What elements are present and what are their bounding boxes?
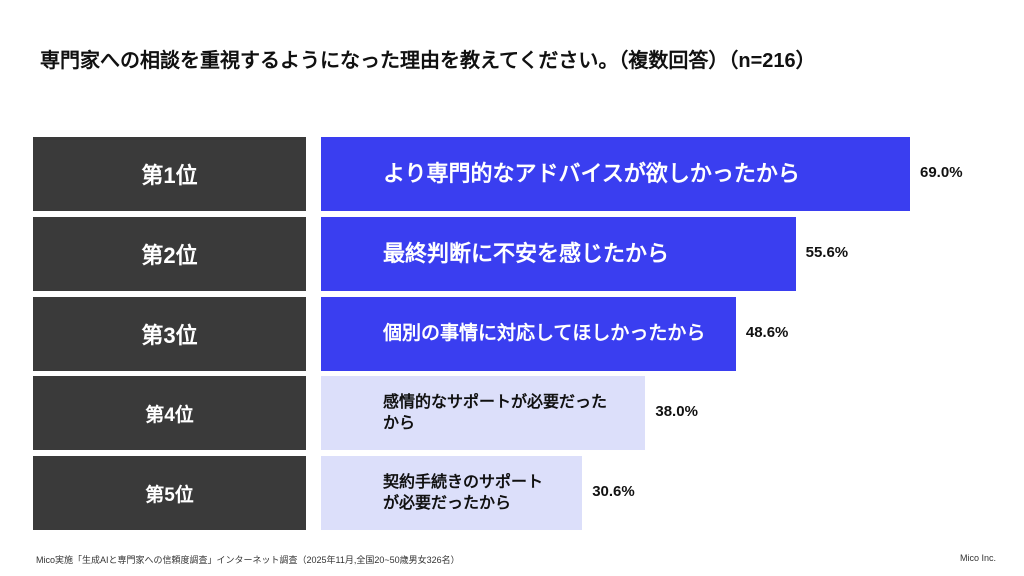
value-label: 38.0% [655,403,698,421]
value-label: 30.6% [592,483,635,501]
rank-label: 第3位 [33,296,306,371]
rank-label: 第5位 [33,456,306,531]
bar-label: より専門的なアドバイスが欲しかったから [383,161,800,187]
bar [321,137,910,211]
bar-label: 最終判断に不安を感じたから [383,240,670,266]
rank-label: 第1位 [33,137,306,211]
source-note: Mico実施「生成AIと専門家への信頼度調査」インターネット調査（2025年11… [36,555,460,565]
value-label: 69.0% [920,164,963,181]
bar [321,376,646,451]
chart-title: 専門家への相談を重視するようになった理由を教えてください。（複数回答）（n=21… [40,50,816,72]
bar-label: 個別の事情に対応してほしかったから [383,322,706,344]
rank-label: 第4位 [33,376,306,451]
rank-label: 第2位 [33,216,306,291]
bar-label: 契約手続きのサポートが必要だったから [383,473,544,513]
value-label: 48.6% [745,323,789,341]
bar-label: 感情的なサポートが必要だったから [383,393,608,433]
bar [321,456,583,531]
bar [321,216,796,291]
bar [321,296,736,371]
value-label: 55.6% [805,243,849,261]
brand: Mico Inc. [959,553,996,563]
